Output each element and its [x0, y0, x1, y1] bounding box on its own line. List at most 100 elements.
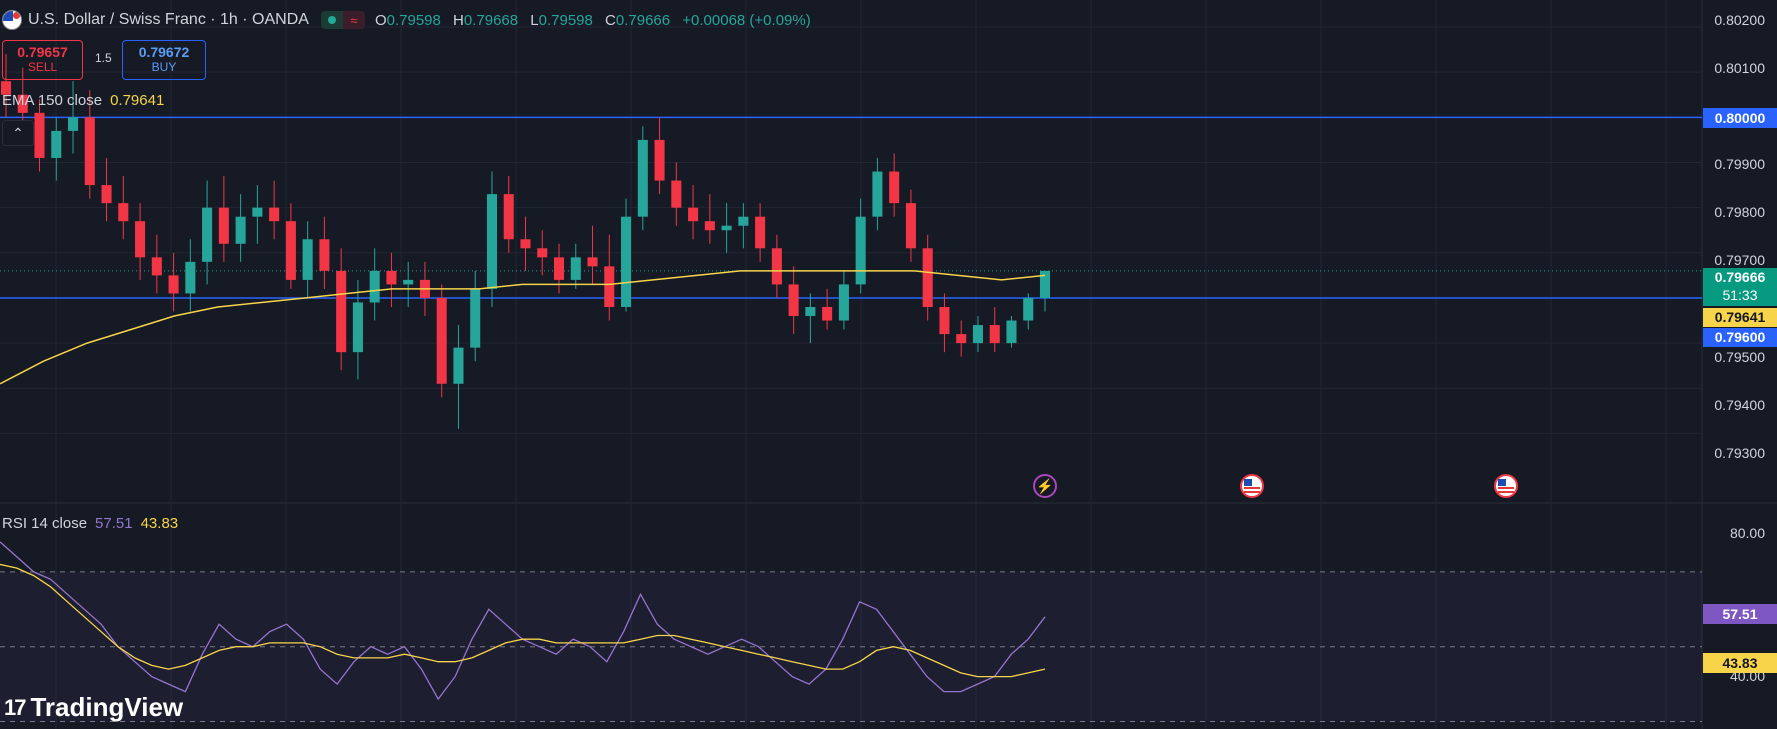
candle-body	[252, 207, 263, 217]
ema-legend-value: 0.79641	[110, 92, 165, 109]
candle-body	[654, 139, 665, 181]
candle-body	[755, 216, 766, 249]
candle-body	[202, 207, 213, 262]
candle-body	[637, 139, 648, 217]
candle-body	[218, 207, 229, 244]
rsi-ma-legend-value: 43.83	[140, 515, 179, 532]
candle-body	[168, 275, 179, 294]
last-price-tag: 0.79666 51:33	[1703, 268, 1777, 306]
ema-price-tag: 0.79641	[1703, 308, 1777, 327]
candle-body	[621, 216, 632, 307]
collapse-legend-button[interactable]: ⌃	[2, 120, 34, 146]
candle-body	[319, 239, 330, 271]
sell-price: 0.79657	[17, 44, 68, 60]
rsi-legend-value: 57.51	[95, 515, 133, 532]
candle-body	[185, 261, 196, 294]
candle-body	[1039, 270, 1051, 298]
usd-chf-flag-icon	[2, 10, 22, 30]
symbol-title[interactable]: U.S. Dollar / Swiss Franc · 1h · OANDA	[28, 11, 309, 28]
candle-body	[386, 270, 397, 285]
us-economic-event-icon[interactable]	[1494, 474, 1518, 498]
price-tick: 0.79400	[1714, 397, 1765, 413]
candle-body	[436, 297, 447, 384]
change-value: +0.00068 (+0.09%)	[682, 11, 811, 29]
candle-body	[269, 207, 280, 222]
candle-body	[34, 112, 45, 158]
candle-body	[118, 203, 129, 222]
candle-body	[688, 207, 699, 222]
spread-value: 1.5	[95, 51, 112, 65]
candle-body	[537, 248, 548, 258]
candle-body	[369, 270, 380, 303]
market-status[interactable]: ≈	[320, 11, 365, 29]
buy-label: BUY	[151, 60, 177, 74]
hline-high-price-tag[interactable]: 0.80000	[1703, 108, 1777, 128]
candle-body	[285, 221, 296, 280]
flash-event-icon[interactable]: ⚡	[1033, 474, 1057, 498]
candle-body	[135, 221, 146, 258]
candle-body	[453, 347, 464, 384]
candle-body	[570, 257, 581, 280]
tradingview-logo-text: TradingView	[30, 692, 184, 722]
us-economic-event-icon[interactable]	[1240, 474, 1264, 498]
rsi-legend[interactable]: RSI 14 close 57.51 43.83	[2, 515, 178, 532]
candle-body	[587, 257, 598, 267]
price-tick: 0.79500	[1714, 349, 1765, 365]
buy-button[interactable]: 0.79672 BUY	[122, 40, 206, 80]
rsi-ma-line	[0, 563, 1046, 678]
market-open-icon	[320, 11, 343, 29]
candle-body	[553, 257, 565, 280]
price-tick: 0.79800	[1714, 204, 1765, 220]
rsi-ma-value-tag: 43.83	[1703, 653, 1777, 673]
candle-body	[151, 257, 162, 276]
candle-body	[838, 284, 849, 321]
tradingview-logo[interactable]: 17 TradingView	[4, 692, 183, 723]
rsi-tick: 80.00	[1729, 525, 1765, 541]
ema-legend-label: EMA 150 close	[2, 92, 103, 109]
last-price-value: 0.79666	[1714, 269, 1766, 285]
hline-low-price-tag[interactable]: 0.79600	[1703, 328, 1777, 347]
candle-body	[822, 306, 833, 321]
candle-body	[235, 216, 246, 244]
ema-legend[interactable]: EMA 150 close 0.79641	[2, 92, 164, 109]
sell-button[interactable]: 0.79657 SELL	[2, 40, 83, 80]
candle-body	[788, 284, 799, 317]
rsi-legend-label: RSI 14 close	[2, 515, 88, 532]
candle-body	[486, 194, 498, 289]
candle-body	[17, 94, 28, 113]
close-value: 0.79666	[615, 11, 671, 29]
candle-body	[905, 203, 916, 249]
candle-body	[1023, 297, 1034, 321]
candle-body	[989, 325, 1000, 344]
candle-body	[503, 194, 514, 240]
candle-countdown: 51:33	[1722, 287, 1758, 303]
price-tick: 0.79700	[1714, 252, 1765, 268]
candle-body	[872, 171, 883, 217]
candle-body	[704, 221, 715, 231]
candle-body	[671, 180, 682, 208]
price-tick: 0.79300	[1714, 445, 1765, 461]
ema-150-line	[0, 270, 1046, 385]
rsi-value-tag: 57.51	[1703, 604, 1777, 624]
candle-body	[403, 279, 414, 285]
price-tick: 0.80100	[1714, 60, 1765, 76]
candle-body	[101, 185, 112, 204]
ohlc-values: O0.79598 H0.79668 L0.79598 C0.79666 +0.0…	[374, 11, 811, 29]
candle-body	[771, 248, 782, 285]
tradingview-logo-icon: 17	[4, 694, 27, 720]
low-value: 0.79598	[538, 11, 593, 29]
open-value: 0.79598	[386, 11, 441, 29]
candle-body	[470, 288, 481, 348]
candle-body	[1006, 320, 1017, 344]
candle-body	[520, 239, 531, 249]
price-tick: 0.79900	[1714, 156, 1765, 172]
candle-body	[84, 117, 95, 186]
candle-body	[922, 248, 933, 307]
candle-body	[721, 225, 732, 231]
candle-body	[805, 306, 816, 317]
high-value: 0.79668	[463, 11, 519, 29]
candle-body	[336, 270, 347, 353]
chart-header: U.S. Dollar / Swiss Franc · 1h · OANDA ≈…	[0, 8, 819, 32]
sell-label: SELL	[27, 60, 58, 74]
